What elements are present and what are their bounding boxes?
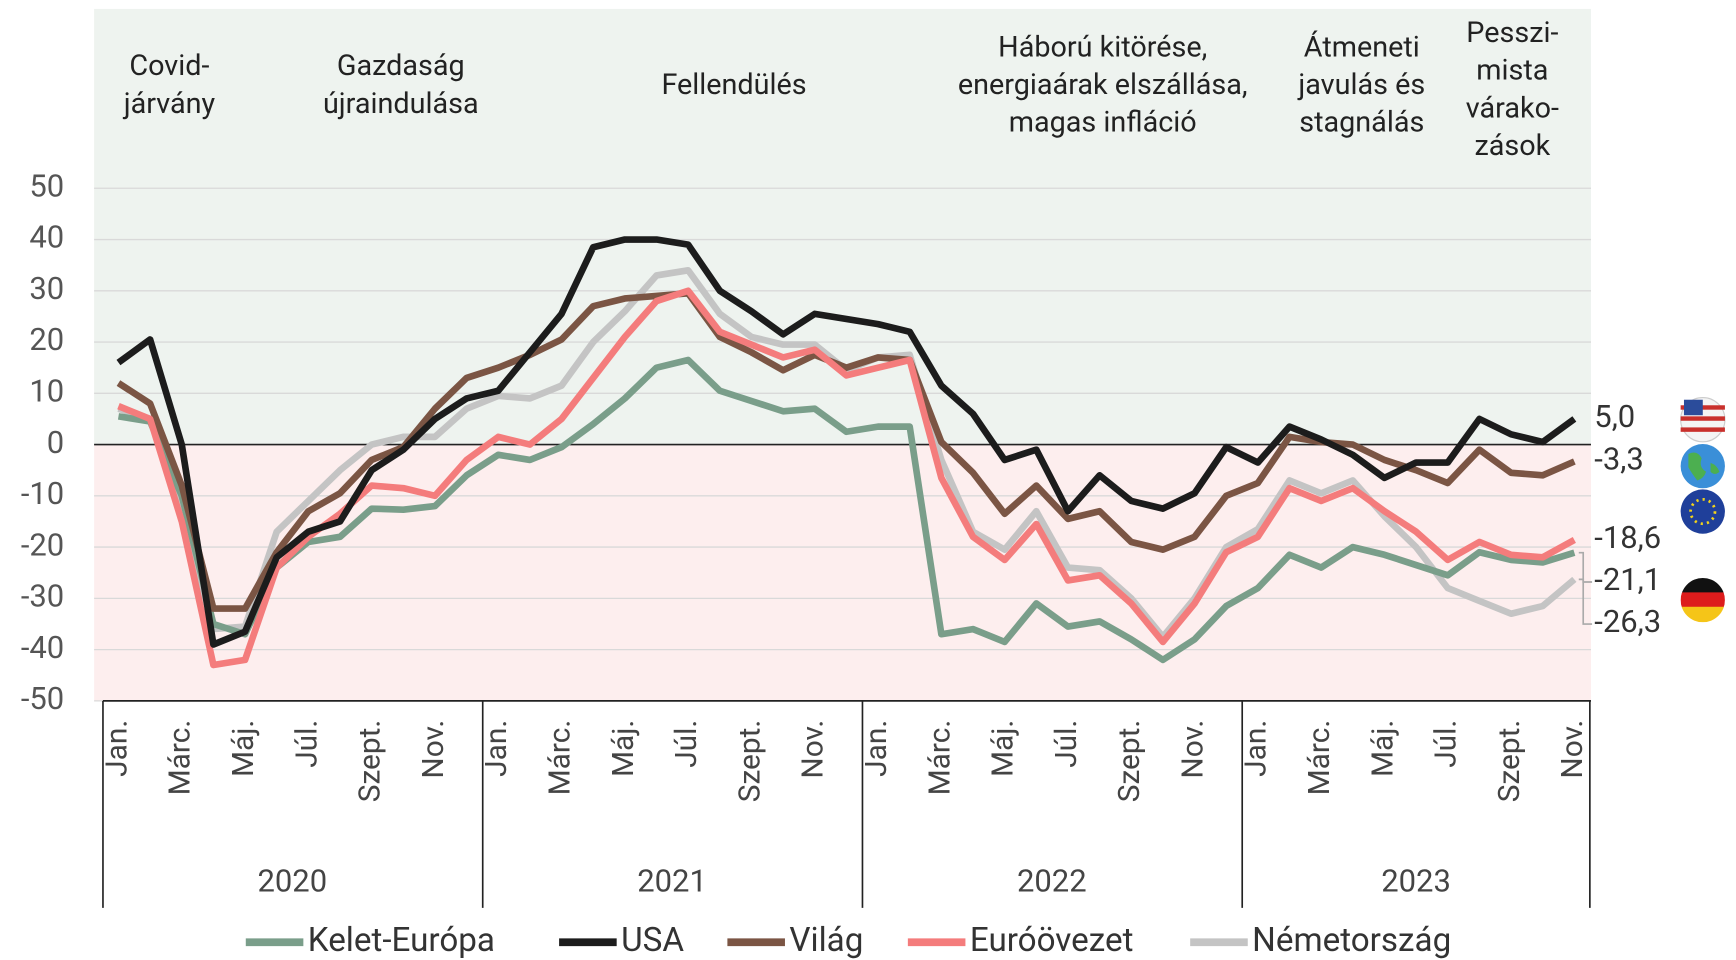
x-tick-label: Júl. <box>669 720 704 768</box>
x-tick-label: Nov. <box>1555 720 1590 779</box>
x-tick-label: Nov. <box>796 720 831 779</box>
x-tick-label: Márc. <box>922 720 957 796</box>
flag-eu <box>1680 489 1725 534</box>
end-value-label: -3,3 <box>1594 441 1644 478</box>
flag-germany <box>1680 577 1725 623</box>
period-annotation: magas infláció <box>1009 106 1197 140</box>
x-tick-label: Márc. <box>542 720 577 796</box>
x-tick-label: Szept. <box>1112 720 1147 803</box>
period-annotation: Átmeneti <box>1304 29 1420 64</box>
x-tick-label: Nov. <box>416 720 451 779</box>
x-tick-label: Júl. <box>1429 720 1464 768</box>
x-tick-label: Nov. <box>1175 720 1210 779</box>
legend-label: Kelet-Európa <box>308 921 495 960</box>
end-value-label: -26,3 <box>1594 603 1661 640</box>
x-tick-label: Jan. <box>479 720 514 777</box>
y-tick-label: -20 <box>21 526 64 563</box>
series-line <box>116 236 1577 648</box>
period-annotation: mista <box>1476 54 1548 88</box>
x-tick-label: Szept. <box>1492 720 1527 803</box>
period-annotation: zások <box>1474 129 1550 163</box>
period-annotation: Gazdaság <box>337 49 465 83</box>
leader-line <box>1578 551 1593 583</box>
x-tick-label: Jan. <box>859 720 894 777</box>
end-value-label: 5,0 <box>1594 398 1635 435</box>
flag-usa <box>1680 396 1726 443</box>
y-tick-label: 10 <box>29 372 64 409</box>
year-label: 2022 <box>1017 863 1087 900</box>
period-annotation: Pesszi- <box>1466 16 1558 50</box>
x-tick-label: Jan. <box>1239 720 1274 777</box>
period-annotation: energiaárak elszállása, <box>958 68 1248 102</box>
year-label: 2023 <box>1381 863 1451 900</box>
period-annotation: Covid- <box>129 49 209 83</box>
x-tick-label: Szept. <box>732 720 767 803</box>
x-tick-label: Júl. <box>289 720 324 768</box>
negative-zone <box>94 445 1591 701</box>
x-tick-label: Márc. <box>1302 720 1337 796</box>
legend-label: Világ <box>789 921 863 960</box>
y-tick-label: 40 <box>29 219 64 256</box>
x-tick-label: Máj. <box>986 720 1021 777</box>
end-value-label: -18,6 <box>1594 519 1661 556</box>
x-tick-label: Márc. <box>163 720 198 796</box>
series-line <box>117 287 1576 669</box>
y-tick-label: -40 <box>21 629 64 666</box>
year-label: 2021 <box>637 863 707 900</box>
x-tick-label: Máj. <box>226 720 261 777</box>
legend-label: Euróövezet <box>970 921 1134 960</box>
period-annotation: stagnálás <box>1299 106 1424 140</box>
y-tick-label: -10 <box>21 475 64 512</box>
y-tick-label: 50 <box>29 167 64 204</box>
y-tick-label: -50 <box>21 680 64 717</box>
legend-label: USA <box>621 921 684 960</box>
flag-world <box>1680 444 1725 489</box>
x-tick-label: Máj. <box>1365 720 1400 777</box>
period-annotation: Fellendülés <box>661 68 806 102</box>
period-annotation: javulás és <box>1297 68 1425 102</box>
y-tick-label: -30 <box>21 578 64 615</box>
end-value-label: -21,1 <box>1594 561 1661 598</box>
period-annotation: várako- <box>1466 91 1559 125</box>
x-tick-label: Máj. <box>606 720 641 777</box>
y-tick-label: 0 <box>47 424 64 461</box>
y-tick-label: 20 <box>29 321 64 358</box>
period-annotation: újraindulása <box>323 87 479 121</box>
period-annotation: Háború kitörése, <box>998 30 1207 64</box>
legend-label: Németország <box>1252 921 1451 960</box>
x-tick-label: Jan. <box>99 720 134 777</box>
year-label: 2020 <box>257 863 327 900</box>
leader-line <box>1578 578 1593 625</box>
x-tick-label: Júl. <box>1049 720 1084 768</box>
x-tick-label: Szept. <box>353 720 388 803</box>
y-tick-label: 30 <box>29 270 64 307</box>
series-line <box>117 356 1576 664</box>
period-annotation: járvány <box>123 87 216 121</box>
